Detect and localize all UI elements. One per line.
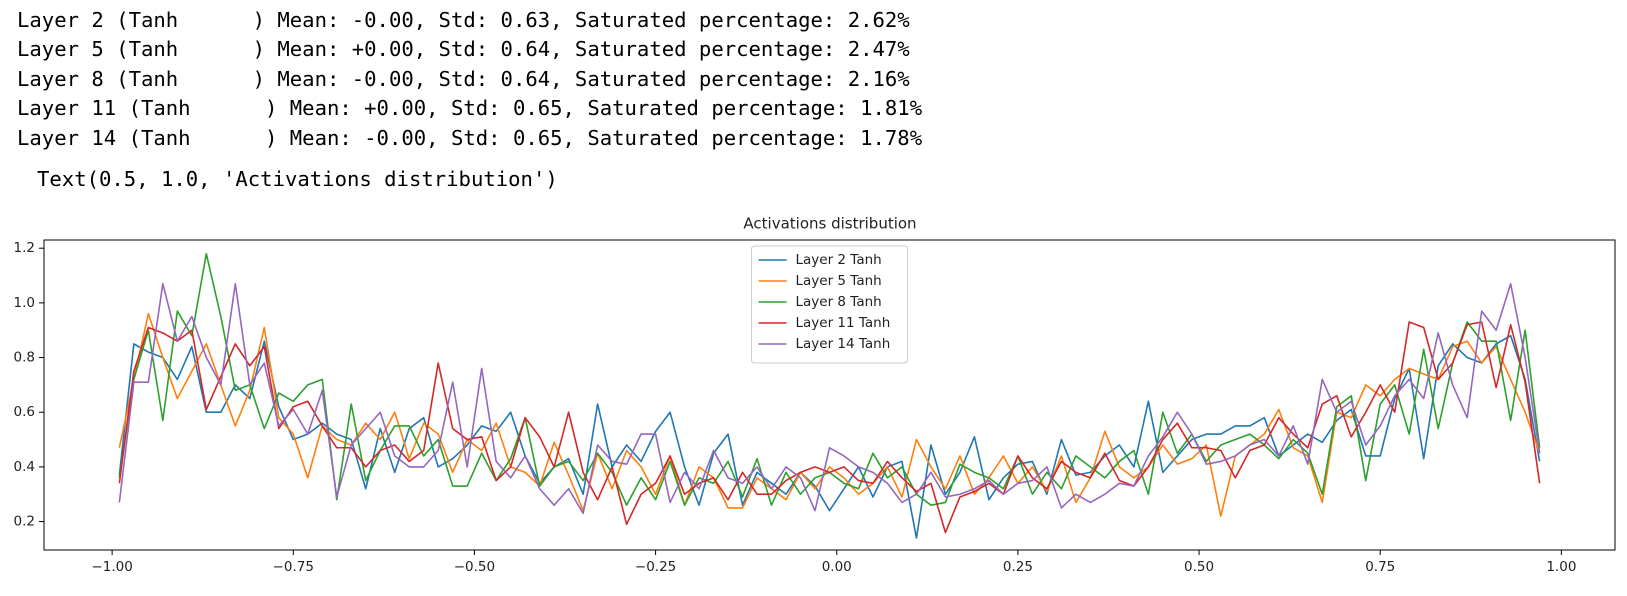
legend-label: Layer 11 Tanh [796,315,891,331]
y-tick-label: 0.6 [14,404,35,420]
y-tick-label: 1.0 [14,295,35,311]
output-line: Layer 5 (Tanh ) Mean: +0.00, Std: 0.64, … [17,37,910,62]
x-tick-label: −0.50 [454,559,495,575]
output-repr: Text(0.5, 1.0, 'Activations distribution… [37,167,558,191]
x-tick-label: 0.75 [1365,559,1395,575]
output-line: Layer 11 (Tanh ) Mean: +0.00, Std: 0.65,… [17,96,923,121]
output-line: Layer 14 (Tanh ) Mean: -0.00, Std: 0.65,… [17,125,923,150]
series-line [118,321,1541,534]
legend-label: Layer 8 Tanh [796,294,882,310]
x-tick-label: 0.50 [1184,559,1214,575]
series-line [118,334,1541,539]
legend-label: Layer 5 Tanh [796,273,882,289]
legend-label: Layer 14 Tanh [796,336,891,352]
series-line [118,282,1541,515]
y-tick-label: 0.4 [14,459,35,475]
x-tick-label: −1.00 [91,559,132,575]
legend-box [751,245,908,364]
x-tick-label: −0.25 [635,559,676,575]
x-tick-label: 0.00 [822,559,852,575]
y-tick-label: 0.8 [14,350,35,366]
x-tick-label: 1.00 [1546,559,1576,575]
y-tick-label: 0.2 [14,514,35,530]
y-tick-label: 1.2 [14,240,35,256]
output-line: Layer 2 (Tanh ) Mean: -0.00, Std: 0.63, … [17,8,910,32]
chart-title: Activations distribution [743,215,916,233]
x-tick-label: −0.75 [273,559,314,575]
x-tick-label: 0.25 [1003,559,1033,575]
legend-label: Layer 2 Tanh [796,252,882,268]
plot-frame [43,239,1616,551]
output-line: Layer 8 (Tanh ) Mean: -0.00, Std: 0.64, … [17,66,910,91]
